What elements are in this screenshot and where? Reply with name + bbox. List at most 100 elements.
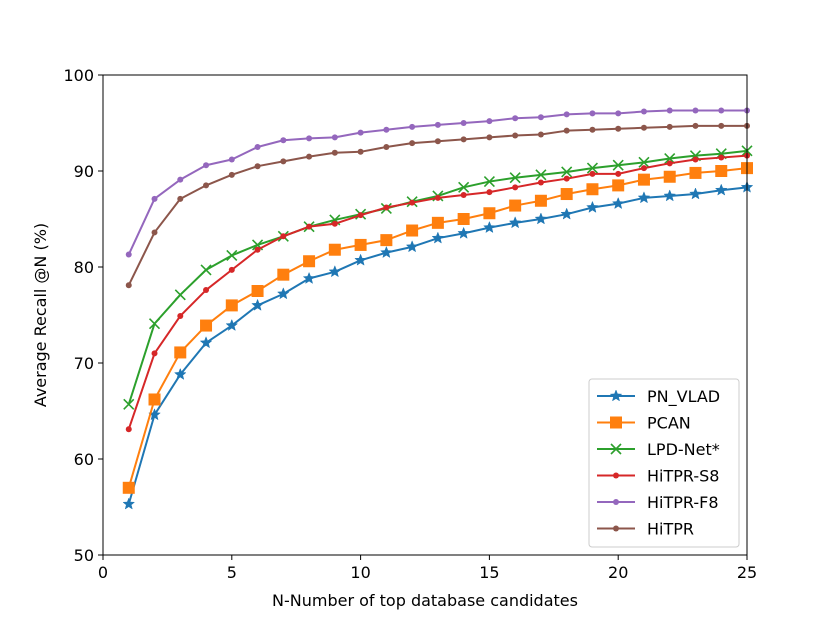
data-point-pcan: [354, 238, 367, 251]
data-point-pcan: [612, 179, 625, 192]
data-point-hitpr-f8: [615, 110, 622, 117]
legend-marker-hitpr-s8: [613, 472, 619, 479]
data-point-hitpr-f8: [486, 118, 493, 125]
data-point-pcan: [174, 346, 187, 359]
data-point-pn-vlad: [251, 298, 264, 311]
x-tick-label: 15: [479, 563, 499, 582]
y-tick-label: 90: [74, 162, 94, 181]
data-point-lpd-net: [483, 175, 495, 188]
legend-box: [588, 378, 740, 548]
data-point-pn-vlad: [328, 265, 342, 278]
series-pcan: [122, 162, 753, 494]
data-point-hitpr-f8: [177, 176, 184, 183]
data-point-hitpr-f8: [718, 107, 725, 114]
data-point-hitpr-f8: [563, 111, 570, 118]
data-point-hitpr-s8: [177, 312, 184, 319]
legend-marker-pcan: [610, 416, 622, 429]
legend-item-hitpr-s8: HiTPR-S8: [597, 467, 719, 486]
data-point-hitpr-s8: [203, 287, 210, 294]
x-tick-label: 25: [737, 563, 757, 582]
y-axis-ticks: 50 60 70 80 90 100: [63, 66, 103, 565]
data-point-lpd-net: [123, 398, 135, 410]
y-tick-label: 60: [74, 450, 94, 469]
data-point-lpd-net: [174, 289, 186, 301]
data-point-pcan: [303, 255, 316, 268]
data-point-lpd-net: [200, 264, 212, 276]
legend-label-hitpr: HiTPR: [647, 520, 694, 539]
data-point-lpd-net: [586, 162, 599, 174]
data-point-pn-vlad: [534, 212, 548, 225]
legend-label-hitpr-s8: HiTPR-S8: [647, 467, 719, 486]
x-tick-label: 0: [98, 563, 108, 582]
legend-marker-pn-vlad: [609, 389, 623, 402]
x-tick-label: 10: [350, 563, 370, 582]
data-point-hitpr: [228, 171, 235, 178]
legend-item-lpd-net: LPD-Net*: [597, 440, 720, 459]
data-point-hitpr-f8: [409, 123, 416, 130]
data-point-hitpr: [460, 136, 467, 143]
y-tick-label: 70: [74, 354, 94, 373]
data-point-pn-vlad: [302, 271, 316, 284]
data-point-pcan: [483, 207, 496, 220]
data-point-lpd-net: [458, 181, 470, 193]
data-point-pn-vlad: [560, 207, 574, 220]
data-point-pcan: [251, 285, 264, 297]
data-point-hitpr: [331, 149, 338, 156]
legend-item-hitpr: HiTPR: [597, 520, 694, 539]
series-layer: [122, 107, 754, 510]
data-point-hitpr-s8: [640, 165, 647, 172]
y-tick-label: 100: [63, 66, 94, 85]
data-point-hitpr: [640, 124, 647, 131]
data-point-hitpr-s8: [434, 194, 441, 201]
data-point-hitpr-s8: [512, 184, 519, 191]
data-point-hitpr-f8: [666, 107, 673, 114]
data-point-pn-vlad: [663, 189, 677, 202]
data-point-hitpr: [280, 158, 287, 165]
data-point-pcan: [534, 194, 547, 207]
data-point-hitpr-f8: [692, 107, 699, 114]
data-point-pn-vlad: [122, 497, 136, 510]
data-point-pcan: [689, 166, 702, 179]
data-point-hitpr-f8: [434, 121, 441, 128]
data-point-hitpr-f8: [331, 134, 338, 141]
data-point-hitpr-s8: [306, 223, 313, 230]
data-point-pn-vlad: [276, 287, 290, 300]
data-point-pcan: [277, 268, 290, 281]
data-point-hitpr-s8: [331, 220, 338, 227]
data-point-pn-vlad: [714, 183, 728, 196]
x-axis-label: N-Number of top database candidates: [272, 591, 578, 610]
data-point-hitpr-f8: [254, 144, 261, 150]
data-point-hitpr-s8: [383, 204, 390, 211]
data-point-pn-vlad: [225, 318, 239, 331]
data-point-hitpr-s8: [486, 189, 493, 196]
data-point-hitpr: [512, 132, 519, 139]
data-point-hitpr-s8: [615, 170, 622, 177]
data-point-hitpr-f8: [640, 108, 647, 115]
data-point-hitpr-s8: [563, 175, 570, 182]
data-point-pcan: [122, 481, 135, 494]
data-point-pn-vlad: [483, 220, 496, 234]
data-point-pn-vlad: [379, 245, 393, 259]
legend-marker-lpd-net: [610, 443, 622, 455]
data-point-hitpr: [254, 163, 261, 170]
data-point-pn-vlad: [457, 226, 471, 239]
data-point-hitpr-s8: [280, 233, 287, 240]
x-tick-label: 5: [227, 563, 237, 582]
series-pn-vlad: [122, 180, 754, 510]
data-point-lpd-net: [535, 169, 547, 181]
data-point-hitpr: [718, 122, 725, 129]
data-point-pcan: [431, 216, 444, 229]
data-point-hitpr-f8: [460, 120, 467, 126]
data-point-hitpr-s8: [589, 170, 596, 177]
y-tick-label: 80: [74, 258, 94, 277]
data-point-pn-vlad: [405, 240, 419, 253]
data-point-hitpr: [486, 134, 493, 141]
legend-marker-hitpr: [613, 525, 619, 532]
data-point-hitpr-f8: [383, 126, 390, 133]
data-point-hitpr: [125, 282, 132, 289]
data-point-pcan: [380, 234, 393, 247]
data-point-lpd-net: [226, 249, 238, 262]
data-point-hitpr: [589, 126, 596, 133]
data-point-hitpr-f8: [306, 135, 313, 142]
